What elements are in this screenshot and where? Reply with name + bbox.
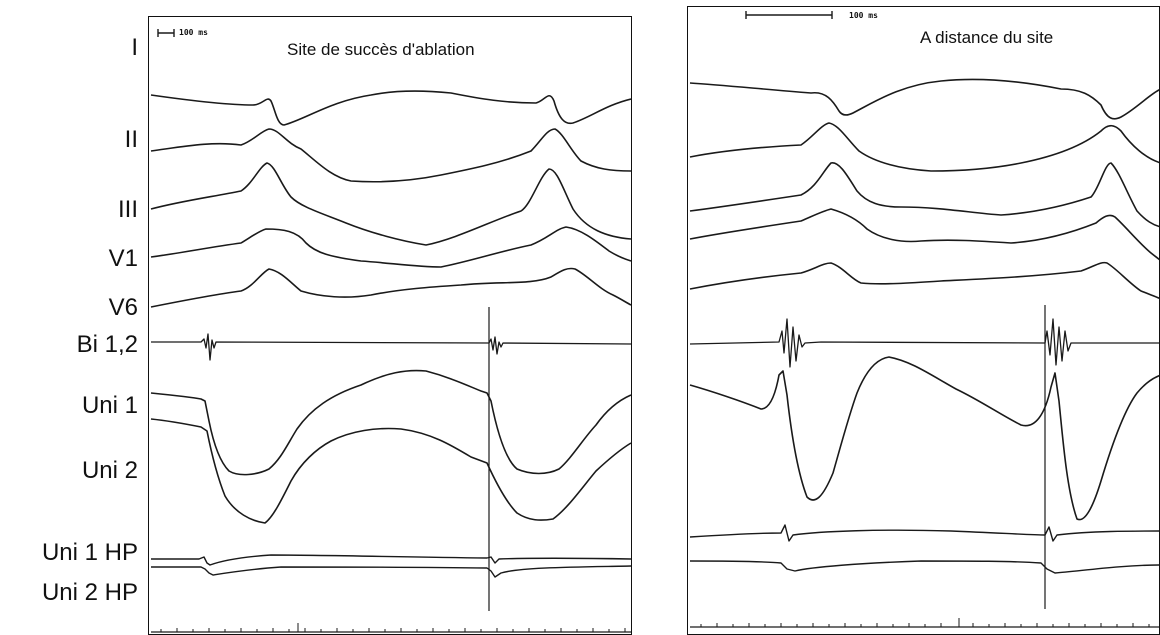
tracing-panel-distant-site: 100 ms A distance du site [687,6,1160,635]
trace-lead-i [150,90,631,126]
trace-lead-v6 [689,261,1159,299]
trace-lead-ii [150,128,631,183]
trace-lead-uni1 [150,369,631,476]
tracing-panel-ablation-site: 100 ms Site de succès d'ablation [148,16,632,635]
panel-title: Site de succès d'ablation [287,40,475,59]
trace-lead-uni1-hp [151,554,631,566]
scale-bar [745,11,833,19]
trace-lead-v1 [150,226,631,268]
lead-label-uni2: Uni 2 [81,457,138,484]
lead-label-v6: V6 [108,294,138,321]
trace-lead-uni2-hp [689,560,1159,574]
trace-lead-bi12 [151,333,631,361]
trace-lead-iii [689,162,1159,228]
lead-label-ii: II [124,126,138,153]
scale-bar-label: 100 ms [849,11,878,20]
time-ruler-ticks [700,618,1150,627]
trace-lead-uni2 [150,418,631,524]
panel-title: A distance du site [920,28,1054,47]
lead-label-iii: III [117,196,138,223]
panel-distant-site-traces [689,11,1159,628]
lead-label-v1: V1 [108,245,138,272]
trace-lead-iii [150,162,631,246]
lead-label-i: I [131,34,138,61]
panel-ablation-site-traces [150,29,631,633]
trace-lead-i [689,78,1159,120]
trace-lead-v6 [150,267,631,308]
scale-bar [157,29,175,37]
lead-label-bi12: Bi 1,2 [76,331,138,358]
trace-lead-bi12 [689,318,1159,368]
trace-lead-ii [689,122,1159,172]
lead-label-uni1: Uni 1 [81,392,138,419]
trace-lead-uni1 [689,356,1159,521]
lead-label-uni2-hp: Uni 2 HP [41,579,138,606]
time-ruler-ticks [160,623,626,632]
trace-lead-v1 [689,208,1159,261]
trace-lead-uni1-hp [689,524,1159,542]
lead-label-uni1-hp: Uni 1 HP [41,539,138,566]
trace-lead-uni2-hp [151,565,631,578]
scale-bar-label: 100 ms [179,28,208,37]
